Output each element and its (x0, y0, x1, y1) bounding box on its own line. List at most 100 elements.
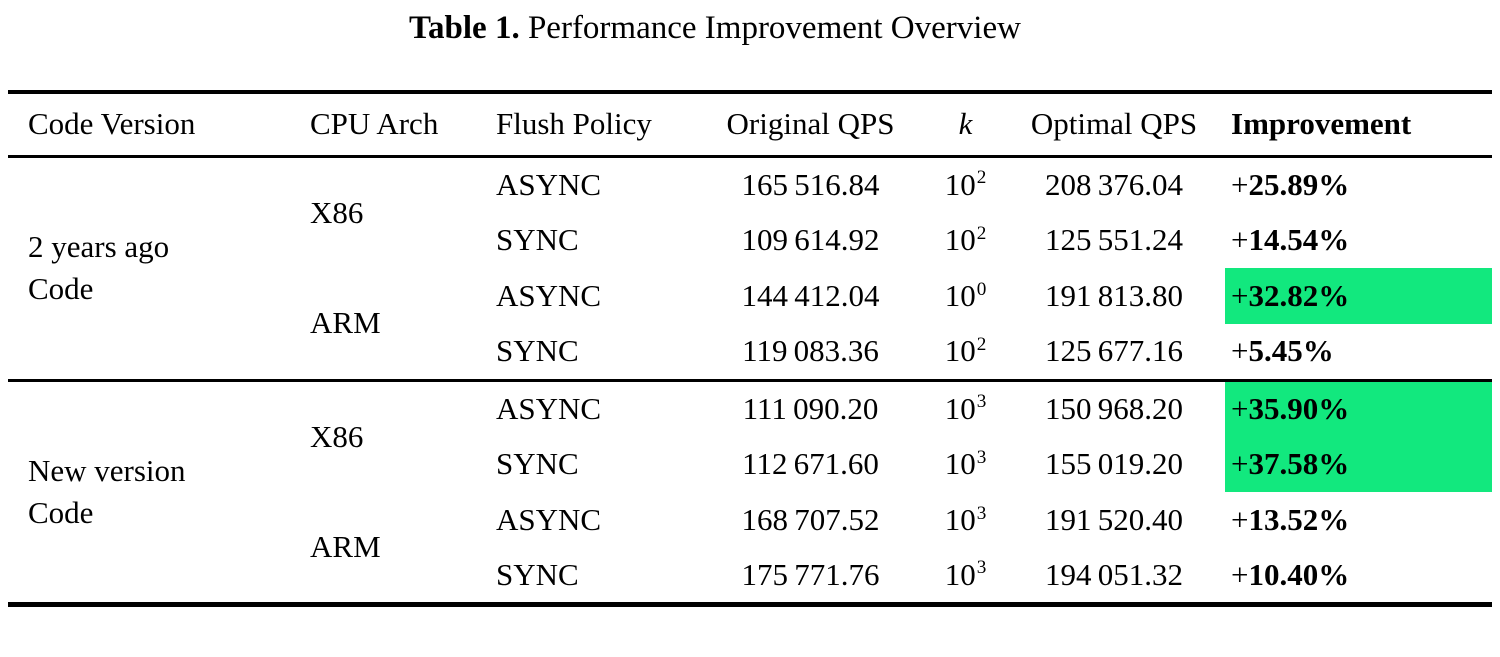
cell-k: 103 (928, 548, 1003, 604)
improvement-sign: + (1231, 390, 1249, 426)
group-2-years-ago: 2 years ago Code X86 ASYNC 165 516.84 10… (8, 156, 1492, 380)
table-row: ARM ASYNC 168 707.52 103 191 520.40 +13.… (8, 492, 1492, 564)
k-exponent: 2 (976, 333, 987, 355)
k-exponent: 3 (976, 391, 987, 413)
code-version-line-2: Code (28, 271, 94, 306)
cell-optimal-qps: 208 376.04 (1045, 166, 1183, 202)
k-exponent: 3 (976, 502, 987, 524)
cell-cpu-arch: ARM (310, 528, 381, 564)
group-new-version: New version Code X86 ASYNC 111 090.20 10… (8, 380, 1492, 604)
table-caption: Table 1. Performance Improvement Overvie… (0, 8, 1500, 48)
cell-cpu-arch: ARM (310, 305, 381, 341)
cell-optimal-qps: 125 677.16 (1045, 333, 1183, 369)
cell-k: 102 (928, 324, 1003, 380)
table-row: SYNC 109 614.92 102 125 551.24 +14.54% (8, 212, 1492, 268)
cell-improvement: +32.82% (1225, 268, 1492, 324)
k-base: 10 (944, 502, 976, 537)
improvement-sign: + (1231, 278, 1249, 313)
cell-improvement: +37.58% (1225, 436, 1492, 492)
cell-flush-policy: ASYNC (496, 278, 602, 313)
cell-original-qps: 175 771.76 (741, 556, 880, 592)
code-version-line-1: 2 years ago (28, 229, 170, 264)
code-version-line-2: Code (28, 494, 94, 530)
cell-original-qps: 165 516.84 (741, 166, 880, 202)
cell-k: 103 (928, 436, 1003, 492)
k-exponent: 2 (976, 167, 987, 189)
k-base: 10 (944, 222, 976, 257)
improvement-sign: + (1231, 446, 1249, 481)
improvement-value: 25.89% (1248, 166, 1350, 202)
cell-code-version: 2 years ago Code (8, 156, 298, 380)
cell-k: 103 (928, 492, 1003, 548)
cell-k: 103 (928, 380, 1003, 436)
caption-label: Table 1. (409, 10, 520, 46)
cell-optimal-qps: 191 813.80 (1045, 278, 1183, 313)
cell-flush-policy: SYNC (496, 333, 579, 369)
col-header-k: k (928, 92, 1003, 158)
improvement-sign: + (1231, 556, 1249, 592)
cell-flush-policy: SYNC (496, 556, 579, 592)
header-row: Code Version CPU Arch Flush Policy Origi… (8, 92, 1492, 158)
cell-original-qps: 111 090.20 (742, 390, 879, 426)
cell-k: 100 (928, 268, 1003, 324)
col-header-original-qps: Original QPS (693, 92, 928, 158)
cell-optimal-qps: 194 051.32 (1045, 556, 1183, 592)
k-base: 10 (944, 278, 976, 313)
col-header-cpu-arch: CPU Arch (298, 92, 478, 158)
cell-flush-policy: SYNC (496, 446, 579, 481)
improvement-value: 32.82% (1248, 278, 1350, 313)
k-base: 10 (944, 556, 976, 592)
cell-flush-policy: ASYNC (496, 166, 602, 202)
table-header: Code Version CPU Arch Flush Policy Origi… (8, 92, 1492, 158)
k-exponent: 3 (976, 557, 987, 579)
cell-original-qps: 109 614.92 (741, 222, 880, 257)
col-header-flush-policy: Flush Policy (478, 92, 693, 158)
improvement-value: 14.54% (1248, 222, 1350, 257)
improvement-value: 10.40% (1248, 556, 1350, 592)
col-header-improvement: Improvement (1225, 92, 1492, 158)
cell-original-qps: 144 412.04 (741, 278, 880, 313)
cell-improvement: +14.54% (1225, 212, 1492, 268)
k-base: 10 (944, 446, 976, 481)
table-row: ARM ASYNC 144 412.04 100 191 813.80 +32.… (8, 268, 1492, 340)
cell-flush-policy: ASYNC (496, 390, 602, 426)
improvement-sign: + (1231, 502, 1249, 537)
k-base: 10 (944, 390, 976, 426)
improvement-value: 5.45% (1248, 333, 1334, 369)
k-exponent: 2 (976, 222, 987, 244)
cell-cpu-arch: X86 (310, 194, 364, 230)
cell-optimal-qps: 191 520.40 (1045, 502, 1183, 537)
table-row: SYNC 175 771.76 103 194 051.32 +10.40% (8, 548, 1492, 604)
cell-k: 102 (928, 212, 1003, 268)
cell-original-qps: 119 083.36 (742, 333, 879, 369)
caption-text: Performance Improvement Overview (527, 10, 1021, 46)
k-exponent: 3 (976, 446, 987, 468)
cell-optimal-qps: 150 968.20 (1045, 390, 1183, 426)
improvement-value: 13.52% (1248, 502, 1350, 537)
cell-improvement: +35.90% (1225, 380, 1492, 436)
k-exponent: 0 (976, 278, 987, 300)
k-base: 10 (944, 333, 976, 369)
cell-optimal-qps: 155 019.20 (1045, 446, 1183, 481)
table-row: SYNC 112 671.60 103 155 019.20 +37.58% (8, 436, 1492, 492)
code-version-line-1: New version (28, 452, 186, 488)
cell-optimal-qps: 125 551.24 (1045, 222, 1183, 257)
table-row: SYNC 119 083.36 102 125 677.16 +5.45% (8, 324, 1492, 380)
paper-page: Table 1. Performance Improvement Overvie… (0, 8, 1500, 657)
col-header-optimal-qps: Optimal QPS (1003, 92, 1225, 158)
improvement-sign: + (1231, 222, 1249, 257)
performance-table: Code Version CPU Arch Flush Policy Origi… (8, 90, 1492, 607)
cell-k: 102 (928, 156, 1003, 212)
cell-flush-policy: SYNC (496, 222, 579, 257)
cell-code-version: New version Code (8, 380, 298, 604)
improvement-value: 37.58% (1248, 446, 1350, 481)
improvement-sign: + (1231, 333, 1249, 369)
cell-improvement: +10.40% (1225, 548, 1492, 604)
cell-improvement: +13.52% (1225, 492, 1492, 548)
improvement-sign: + (1231, 166, 1249, 202)
cell-flush-policy: ASYNC (496, 502, 602, 537)
improvement-value: 35.90% (1248, 390, 1350, 426)
col-header-code-version: Code Version (8, 92, 298, 158)
cell-improvement: +5.45% (1225, 324, 1492, 380)
table-row: New version Code X86 ASYNC 111 090.20 10… (8, 380, 1492, 530)
